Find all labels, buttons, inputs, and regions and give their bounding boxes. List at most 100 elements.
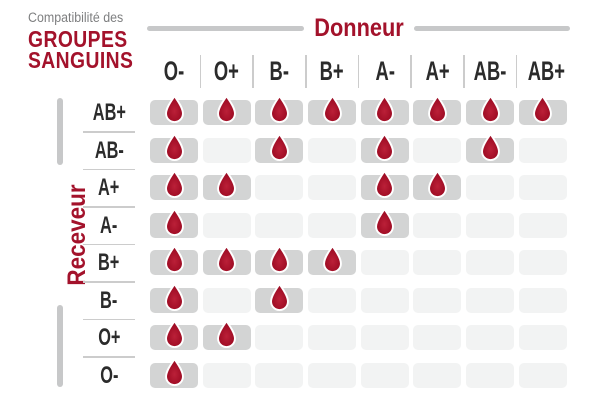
title-block: Compatibilité des GROUPES SANGUINS: [28, 10, 153, 73]
cell-B+-from-A+: [413, 250, 462, 275]
row-label-text: O-: [99, 361, 119, 389]
blood-drop-icon: [164, 282, 184, 311]
row-separator: [83, 318, 135, 320]
cell-O+-from-B-: [255, 325, 304, 350]
cell-O--from-AB-: [466, 362, 515, 388]
cell-B--from-B-: [255, 282, 304, 313]
cell-A--from-AB+: [518, 212, 567, 238]
row-label-text: O+: [97, 324, 121, 351]
blood-drop-icon: [375, 95, 395, 123]
blood-drop-icon: [428, 95, 447, 123]
row-label-AB+: AB+: [83, 100, 135, 133]
blood-drop-icon: [217, 170, 237, 198]
blood-drop-icon: [269, 132, 289, 161]
cell-O+-from-O-: [150, 320, 198, 350]
blood-drop-icon: [217, 95, 237, 123]
cell-O+-from-O+: [202, 320, 251, 350]
column-header-O-: O-: [150, 55, 202, 88]
cell-B+-from-B+: [308, 245, 357, 275]
column-header-label: A-: [375, 56, 395, 86]
cell-AB--from-O-: [150, 132, 198, 163]
cell-AB--from-A-: [360, 132, 409, 163]
column-header-O+: O+: [203, 55, 254, 88]
cell-AB--from-A+: [413, 137, 462, 163]
cell-A+-from-O+: [202, 170, 251, 200]
blood-drop-icon: [428, 170, 447, 198]
cell-O--from-A-: [360, 362, 409, 388]
cell-A+-from-B+: [308, 175, 357, 200]
cell-O+-from-AB-: [466, 325, 515, 350]
blood-drop-icon: [217, 320, 237, 348]
cell-A--from-O-: [150, 207, 198, 238]
column-separator: [357, 55, 360, 88]
cell-A+-from-AB-: [466, 175, 515, 200]
blood-drop-icon: [164, 357, 184, 386]
cell-B+-from-B-: [255, 245, 304, 275]
cell-A--from-A+: [413, 212, 462, 238]
blood-drop-icon: [322, 95, 342, 123]
blood-drop-icon: [164, 207, 184, 236]
row-separator: [83, 131, 135, 133]
cell-A+-from-AB+: [518, 175, 567, 200]
cell-AB+-from-AB-: [466, 95, 515, 125]
blood-drop-icon: [322, 245, 342, 273]
column-header-AB-: AB-: [466, 55, 518, 88]
column-header-B+: B+: [308, 55, 360, 88]
cell-AB--from-AB+: [518, 137, 567, 163]
column-header-AB+: AB+: [519, 55, 567, 88]
donor-axis-label: Donneur: [314, 14, 404, 42]
blood-drop-icon: [164, 320, 184, 348]
title-main-line2: SANGUINS: [28, 47, 134, 73]
cell-B--from-AB-: [466, 287, 515, 313]
recipient-rule-bottom: [57, 305, 63, 387]
donor-rule-left: [147, 26, 304, 31]
blood-drop-icon: [533, 95, 553, 123]
cell-B+-from-O+: [202, 245, 251, 275]
cell-A+-from-B-: [255, 175, 304, 200]
cell-AB+-from-O-: [150, 95, 198, 125]
blood-drop-icon: [269, 282, 289, 311]
blood-drop-icon: [164, 245, 184, 273]
cell-O+-from-A-: [360, 325, 409, 350]
row-label-text: A+: [98, 174, 120, 201]
blood-drop-icon: [269, 245, 289, 273]
cell-B--from-A-: [360, 287, 409, 313]
blood-drop-icon: [164, 170, 184, 198]
cell-O+-from-A+: [413, 325, 462, 350]
cell-AB+-from-AB+: [518, 95, 567, 125]
cell-B--from-A+: [413, 287, 462, 313]
column-header-label: O+: [214, 56, 240, 86]
cell-AB+-from-B-: [255, 95, 304, 125]
cell-B--from-AB+: [518, 287, 567, 313]
cell-A+-from-A+: [413, 170, 462, 200]
row-separator: [83, 206, 135, 208]
cell-AB+-from-B+: [308, 95, 357, 125]
column-header-B-: B-: [255, 55, 307, 88]
column-header-label: O-: [163, 56, 185, 86]
cell-O+-from-AB+: [518, 325, 567, 350]
row-label-B+: B+: [83, 249, 135, 283]
row-label-text: A-: [100, 211, 118, 239]
cell-O--from-O-: [150, 357, 198, 388]
cell-AB--from-B-: [255, 132, 304, 163]
blood-drop-icon: [480, 95, 500, 123]
row-separator: [83, 356, 135, 358]
row-label-text: B+: [98, 249, 120, 276]
cell-A--from-AB-: [466, 212, 515, 238]
blood-drop-icon: [375, 207, 395, 236]
cell-B+-from-A-: [360, 250, 409, 275]
cell-O--from-A+: [413, 362, 462, 388]
column-separator: [515, 55, 518, 88]
cell-O--from-B+: [308, 362, 357, 388]
cell-A--from-O+: [202, 212, 251, 238]
cell-A--from-A-: [360, 207, 409, 238]
cell-A+-from-A-: [360, 170, 409, 200]
blood-drop-icon: [269, 95, 289, 123]
row-label-text: AB-: [94, 136, 124, 164]
title-subtitle: Compatibilité des: [28, 10, 124, 25]
blood-drop-icon: [375, 170, 395, 198]
donor-column-headers: O- O+ B- B+ A- A+ AB- AB+: [150, 55, 567, 88]
cell-AB--from-O+: [202, 137, 251, 163]
blood-drop-icon: [375, 132, 395, 161]
